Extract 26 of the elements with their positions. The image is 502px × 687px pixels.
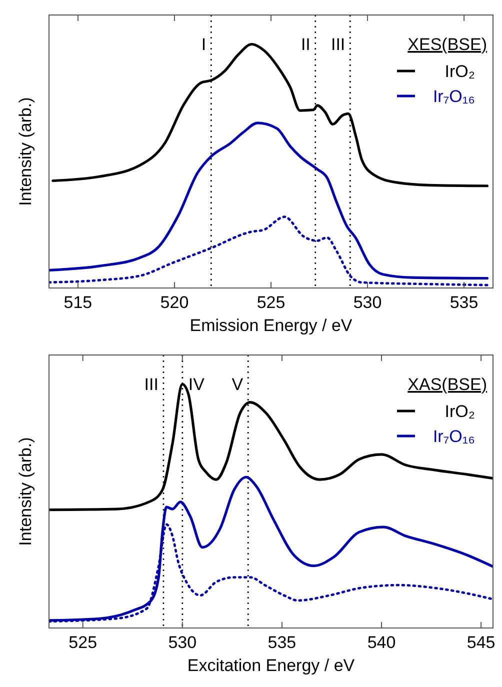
x-tick-label: 530 xyxy=(353,293,382,312)
x-tick-label: 535 xyxy=(268,633,296,652)
x-tick-label: 520 xyxy=(160,293,189,312)
ref-line-label: IV xyxy=(188,375,206,394)
legend-label: Ir₇O₁₆ xyxy=(432,427,475,446)
x-tick-label: 530 xyxy=(168,633,197,652)
legend-label: Ir₇O₁₆ xyxy=(432,87,475,106)
x-tick-label: 525 xyxy=(256,293,286,312)
x-axis-title: Excitation Energy / eV xyxy=(187,656,356,675)
ref-line-label: I xyxy=(201,35,206,54)
legend-label: IrO₂ xyxy=(444,62,475,81)
legend-title: XES(BSE) xyxy=(408,35,487,54)
ref-line-label: II xyxy=(300,35,310,54)
x-axis-title: Emission Energy / eV xyxy=(190,316,353,335)
legend-title: XAS(BSE) xyxy=(408,375,487,394)
x-tick-label: 525 xyxy=(68,633,98,652)
x-tick-label: 545 xyxy=(466,633,496,652)
x-tick-label: 535 xyxy=(450,293,478,312)
x-tick-label: 515 xyxy=(64,293,92,312)
legend-label: IrO₂ xyxy=(444,402,475,421)
ref-line-label: V xyxy=(232,375,244,394)
ref-line-label: III xyxy=(330,35,346,54)
y-axis-title: Intensity (arb.) xyxy=(16,437,35,546)
ref-line-label: III xyxy=(144,375,158,394)
y-axis-title: Intensity (arb.) xyxy=(16,97,35,206)
x-tick-label: 540 xyxy=(367,633,396,652)
